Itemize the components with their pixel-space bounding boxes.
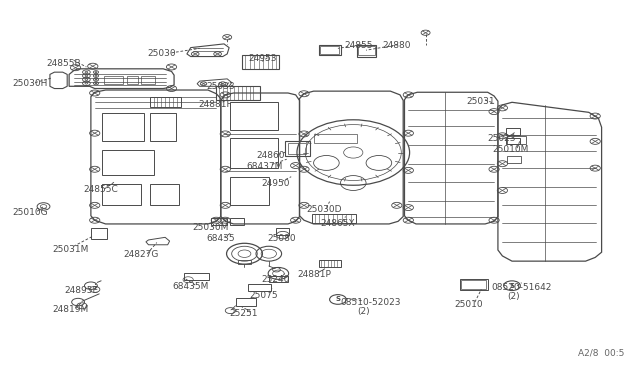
Text: 24819M: 24819M [52, 305, 89, 314]
Bar [460, 279, 488, 290]
Bar [216, 86, 260, 100]
Bar [357, 45, 376, 57]
Bar [507, 156, 521, 163]
Bar [184, 273, 209, 280]
Bar [288, 143, 306, 154]
Bar [320, 46, 339, 54]
Bar [211, 218, 227, 225]
Text: 68435M: 68435M [173, 282, 209, 291]
Text: 24881P: 24881P [298, 270, 332, 279]
Text: A2/8  00:5: A2/8 00:5 [578, 348, 624, 357]
Bar [104, 76, 123, 84]
Bar [150, 113, 176, 141]
Bar [230, 102, 278, 130]
Text: 24881F: 24881F [198, 100, 232, 109]
Text: 68435: 68435 [206, 234, 235, 243]
Bar [314, 134, 357, 143]
Text: S: S [509, 283, 515, 289]
Bar [141, 76, 155, 84]
Bar [461, 280, 486, 289]
Text: 24827G: 24827G [123, 250, 158, 259]
Bar [358, 46, 375, 55]
Text: 25031: 25031 [466, 97, 495, 106]
Bar [230, 177, 269, 205]
Bar [506, 138, 520, 144]
Text: 08510-52023: 08510-52023 [340, 298, 401, 307]
Bar [150, 97, 181, 107]
Text: 24860: 24860 [256, 151, 285, 160]
Text: 24855: 24855 [344, 41, 373, 50]
Text: 24855C: 24855C [83, 185, 118, 194]
Bar [319, 260, 341, 267]
Text: 25030M: 25030M [192, 223, 228, 232]
Bar [506, 128, 520, 135]
Bar [230, 218, 244, 225]
Text: 25010: 25010 [454, 300, 483, 309]
Text: 25010M: 25010M [493, 145, 529, 154]
Text: 25023: 25023 [488, 134, 516, 143]
Text: (2): (2) [357, 307, 370, 316]
Bar [242, 55, 279, 69]
Text: 25010G: 25010G [13, 208, 49, 217]
Text: 25030H: 25030H [13, 79, 48, 88]
Text: S: S [335, 296, 340, 302]
Bar [285, 141, 310, 156]
Text: 25033: 25033 [206, 82, 235, 91]
Text: 25030: 25030 [147, 49, 176, 58]
Bar [102, 150, 154, 175]
Bar [230, 138, 278, 168]
Text: 25080: 25080 [268, 234, 296, 243]
Text: 08520-51642: 08520-51642 [492, 283, 552, 292]
Text: 25240: 25240 [261, 275, 289, 284]
Text: 25031M: 25031M [52, 245, 89, 254]
Bar [102, 113, 144, 141]
Text: 24950: 24950 [261, 179, 290, 187]
Bar [102, 184, 141, 205]
Text: (2): (2) [507, 292, 520, 301]
Bar [127, 76, 138, 84]
Bar [236, 298, 256, 306]
Bar [91, 228, 107, 239]
Bar [507, 136, 526, 144]
Bar [248, 284, 271, 291]
Text: 24895E: 24895E [64, 286, 98, 295]
Bar [312, 214, 356, 223]
Bar [276, 228, 289, 235]
Bar [319, 45, 341, 55]
Text: 24865X: 24865X [320, 219, 355, 228]
Text: 68437M: 68437M [246, 162, 283, 171]
Text: 24953: 24953 [248, 54, 277, 63]
Bar [269, 276, 288, 282]
Text: 24855B: 24855B [46, 59, 81, 68]
Text: 25075: 25075 [250, 291, 278, 300]
Bar [150, 184, 179, 205]
Bar [238, 260, 251, 264]
Text: 24880: 24880 [383, 41, 412, 50]
Text: 25030D: 25030D [306, 205, 341, 214]
Text: 25251: 25251 [229, 309, 258, 318]
